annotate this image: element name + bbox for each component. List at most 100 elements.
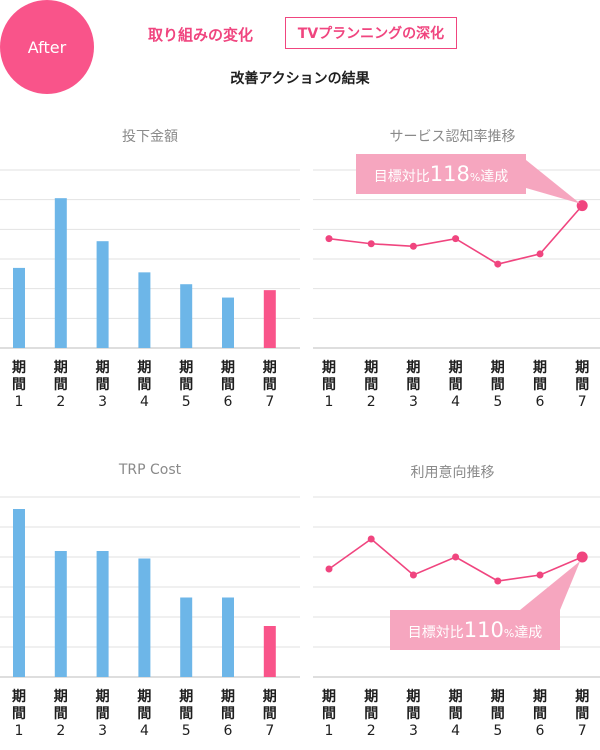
chart-title-investment: 投下金額: [122, 129, 178, 145]
x-tick-label: 間: [137, 377, 151, 393]
callout-prefix: 目標対比: [408, 625, 464, 641]
bar: [96, 551, 109, 677]
data-point: [576, 200, 588, 212]
data-point: [494, 577, 502, 585]
bar: [138, 272, 151, 348]
x-tick-label: 期: [575, 689, 589, 705]
x-tick-label: 期: [575, 360, 589, 376]
x-tick-number: 7: [265, 723, 274, 739]
x-tick-label: 期: [533, 360, 547, 376]
callout-unit: %: [470, 171, 480, 184]
x-tick-number: 5: [493, 394, 502, 410]
bar: [263, 290, 276, 348]
data-point: [409, 571, 417, 579]
callout-pointer: [526, 160, 581, 204]
x-tick-label: 間: [96, 706, 110, 722]
callout-pointer: [520, 561, 581, 610]
x-tick-label: 期: [449, 689, 463, 705]
x-tick-label: 間: [533, 377, 547, 393]
x-tick-number: 2: [56, 394, 65, 410]
x-tick-number: 6: [224, 723, 233, 739]
x-tick-label: 間: [449, 377, 463, 393]
data-point: [576, 551, 588, 563]
data-point: [536, 250, 544, 258]
x-tick-label: 間: [533, 706, 547, 722]
x-tick-label: 期: [406, 689, 420, 705]
x-tick-number: 1: [325, 394, 334, 410]
chart-title-awareness: サービス認知率推移: [389, 129, 516, 145]
callout-unit: %: [504, 627, 514, 640]
x-tick-number: 5: [182, 723, 191, 739]
x-tick-number: 6: [536, 723, 545, 739]
data-point: [452, 553, 460, 561]
x-tick-label: 期: [137, 360, 151, 376]
x-tick-number: 1: [15, 394, 24, 410]
data-point: [536, 571, 544, 579]
x-tick-label: 間: [221, 377, 235, 393]
x-tick-number: 5: [182, 394, 191, 410]
x-tick-label: 間: [491, 377, 505, 393]
x-tick-number: 3: [98, 394, 107, 410]
callout-box: [356, 154, 526, 194]
x-tick-label: 間: [263, 377, 277, 393]
callout-suffix: 達成: [514, 625, 542, 641]
x-tick-number: 1: [325, 723, 334, 739]
x-tick-label: 間: [322, 706, 336, 722]
x-tick-label: 間: [575, 706, 589, 722]
header-boxed-label: TVプランニングの深化: [285, 17, 457, 49]
callout-value: 118: [430, 162, 470, 186]
x-tick-label: 間: [137, 706, 151, 722]
x-tick-number: 3: [409, 723, 418, 739]
x-tick-label: 期: [449, 360, 463, 376]
bar: [263, 626, 276, 677]
x-tick-label: 期: [221, 360, 235, 376]
x-tick-label: 期: [491, 360, 505, 376]
data-point: [452, 235, 460, 243]
x-tick-label: 間: [179, 377, 193, 393]
x-tick-number: 5: [493, 723, 502, 739]
x-tick-number: 4: [140, 394, 149, 410]
x-tick-label: 間: [96, 377, 110, 393]
x-tick-label: 期: [364, 360, 378, 376]
callout-text: 目標対比110%達成: [408, 618, 543, 642]
x-tick-label: 期: [322, 360, 336, 376]
bar: [222, 597, 234, 677]
header-title: 取り組みの変化: [148, 26, 254, 44]
x-tick-label: 間: [449, 706, 463, 722]
x-tick-number: 4: [140, 723, 149, 739]
x-tick-number: 7: [265, 394, 274, 410]
x-tick-number: 6: [536, 394, 545, 410]
x-tick-label: 期: [179, 689, 193, 705]
callout-suffix: 達成: [480, 169, 508, 185]
bar: [13, 267, 25, 348]
x-tick-label: 間: [263, 706, 277, 722]
x-tick-label: 期: [179, 360, 193, 376]
x-tick-label: 期: [221, 689, 235, 705]
x-tick-label: 期: [54, 689, 68, 705]
x-tick-number: 3: [98, 723, 107, 739]
data-point: [367, 240, 375, 248]
chart-title-usage-intent: 利用意向推移: [410, 465, 495, 481]
x-tick-number: 4: [451, 394, 460, 410]
x-tick-number: 4: [451, 723, 460, 739]
bar: [96, 241, 109, 348]
x-tick-number: 6: [224, 394, 233, 410]
x-tick-number: 3: [409, 394, 418, 410]
data-point: [494, 260, 502, 268]
x-tick-label: 間: [364, 706, 378, 722]
x-tick-label: 期: [137, 689, 151, 705]
x-tick-label: 間: [221, 706, 235, 722]
series-line: [328, 205, 583, 265]
x-tick-label: 期: [491, 689, 505, 705]
callout-value: 110: [464, 618, 504, 642]
x-tick-label: 間: [54, 377, 68, 393]
x-tick-label: 間: [179, 706, 193, 722]
x-tick-number: 1: [15, 723, 24, 739]
x-tick-label: 期: [96, 689, 110, 705]
x-tick-label: 間: [54, 706, 68, 722]
x-tick-label: 間: [575, 377, 589, 393]
